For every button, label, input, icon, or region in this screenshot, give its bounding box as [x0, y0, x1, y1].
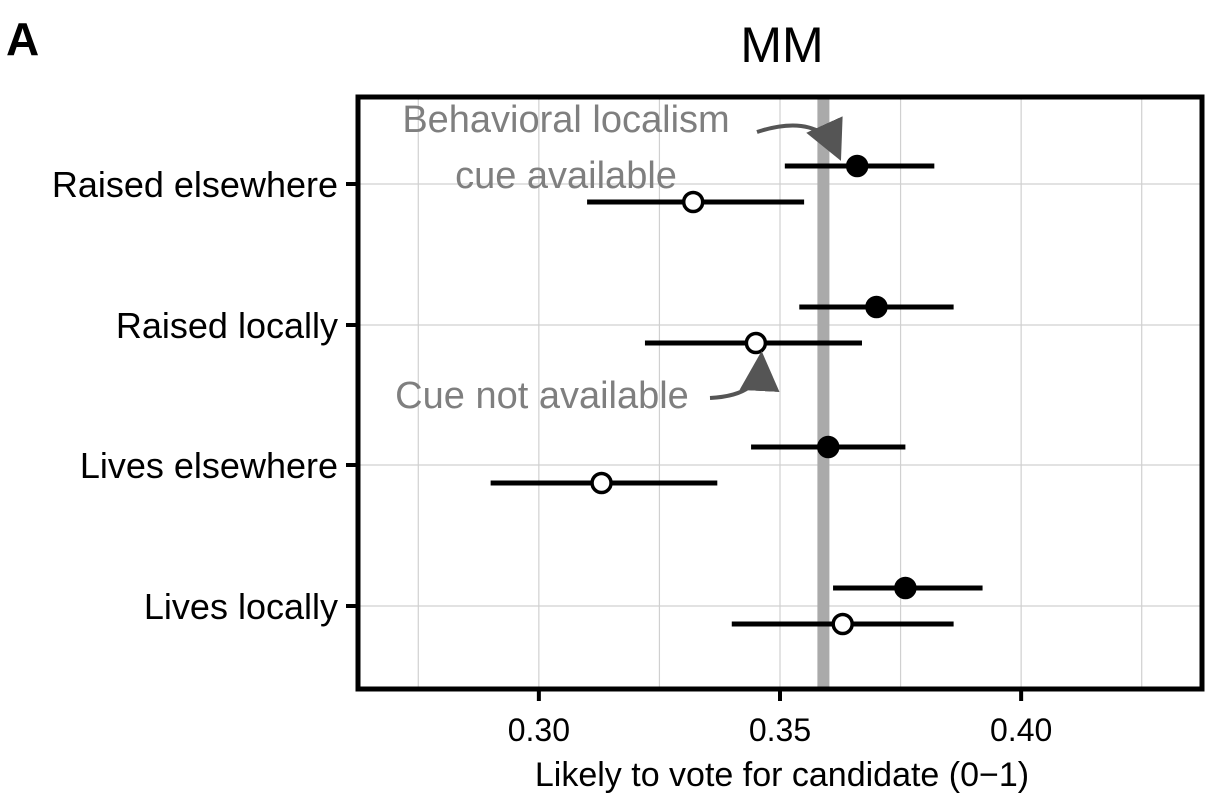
point-group-hollow [490, 471, 718, 495]
y-tick-label: Raised locally [116, 305, 338, 346]
grid-lines [358, 97, 1202, 689]
axes: 0.30 0.35 0.40 Raised elsewhere Raised local… [52, 164, 1052, 748]
point-group-filled [751, 435, 906, 459]
point-hollow [590, 471, 613, 495]
annotation-cue-available: Behavioral localism cue available [402, 99, 843, 197]
point-group-hollow [587, 190, 805, 214]
y-tick-label: Lives elsewhere [80, 445, 338, 486]
point-hollow [744, 331, 768, 355]
point-group-hollow [731, 612, 954, 636]
x-tick-label: 0.30 [508, 712, 570, 748]
point-filled [865, 295, 888, 319]
x-tick-label: 0.40 [990, 712, 1052, 748]
point-group-filled [799, 295, 954, 319]
point-hollow [831, 612, 854, 636]
annotation-cue-available-line1: Behavioral localism [402, 99, 729, 141]
panel-label: A [6, 13, 40, 65]
x-axis-label: Likely to vote for candidate (0−1) [535, 756, 1029, 794]
y-tick-label: Raised elsewhere [52, 164, 338, 205]
point-filled [894, 576, 917, 600]
point-group-filled [784, 154, 935, 178]
annotation-arrow-cue-not-available [709, 351, 780, 400]
chart-title: MM [740, 17, 823, 73]
annotation-cue-not-available: Cue not available [395, 351, 780, 417]
point-group-filled [833, 576, 983, 600]
point-filled [816, 435, 840, 459]
point-group-hollow [644, 331, 862, 355]
x-tick-label: 0.35 [749, 712, 811, 748]
plot-border [355, 94, 1205, 692]
annotation-arrow-cue-available [756, 116, 843, 161]
point-hollow [681, 190, 705, 214]
point-filled [845, 154, 869, 178]
y-tick-label: Lives locally [144, 586, 338, 627]
annotation-cue-available-line2: cue available [455, 155, 677, 197]
annotation-cue-not-available-text: Cue not available [395, 375, 689, 417]
